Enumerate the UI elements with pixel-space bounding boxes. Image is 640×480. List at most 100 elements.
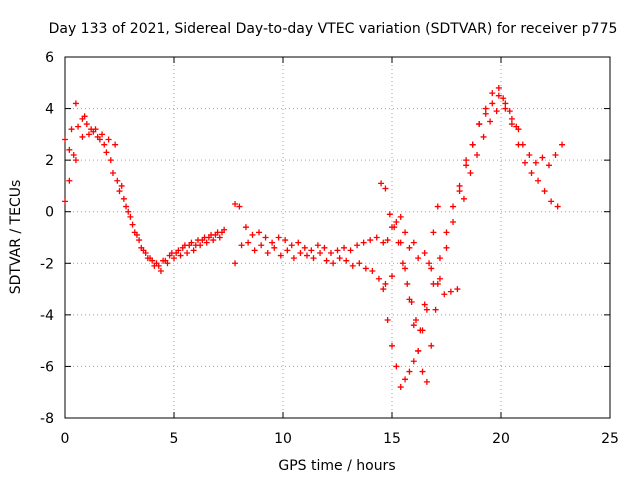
data-point — [447, 288, 454, 295]
data-point — [423, 306, 430, 313]
data-point — [476, 121, 483, 128]
data-point — [559, 141, 566, 148]
data-point — [103, 149, 110, 156]
data-point — [277, 252, 284, 259]
data-point — [120, 195, 127, 202]
data-point — [493, 108, 500, 115]
data-point — [410, 239, 417, 246]
data-point — [341, 244, 348, 251]
data-point — [362, 265, 369, 272]
data-point — [186, 242, 193, 249]
data-point — [369, 268, 376, 275]
data-point — [118, 182, 125, 189]
data-point — [406, 244, 413, 251]
data-point — [360, 239, 367, 246]
x-tick-label: 25 — [601, 431, 619, 447]
data-point — [242, 224, 249, 231]
data-point — [432, 306, 439, 313]
data-point — [72, 100, 79, 107]
data-point — [450, 219, 457, 226]
data-point — [428, 265, 435, 272]
data-point — [541, 188, 548, 195]
data-point — [450, 203, 457, 210]
data-point — [157, 268, 164, 275]
data-point — [303, 252, 310, 259]
data-point — [441, 291, 448, 298]
data-point — [378, 180, 385, 187]
data-point — [323, 257, 330, 264]
y-tick-label: 4 — [45, 102, 54, 118]
x-tick-labels: 0 5 10 15 20 25 — [61, 431, 619, 447]
data-point — [116, 188, 123, 195]
data-point — [79, 133, 86, 140]
x-tick-label: 5 — [170, 431, 179, 447]
data-point — [463, 157, 470, 164]
data-point — [395, 239, 402, 246]
data-point — [66, 177, 73, 184]
data-point — [502, 105, 509, 112]
data-point — [402, 265, 409, 272]
data-point — [430, 229, 437, 236]
data-point — [443, 229, 450, 236]
data-point — [380, 239, 387, 246]
data-point — [297, 249, 304, 256]
data-point — [94, 133, 101, 140]
data-point — [419, 368, 426, 375]
data-point — [474, 151, 481, 158]
series-track-4 — [232, 200, 391, 256]
data-point — [179, 244, 186, 251]
data-point — [203, 239, 210, 246]
data-point — [245, 239, 252, 246]
data-point — [70, 151, 77, 158]
data-point — [380, 286, 387, 293]
data-point — [164, 260, 171, 267]
data-point — [284, 247, 291, 254]
data-point — [310, 255, 317, 262]
data-point — [480, 133, 487, 140]
data-point — [402, 376, 409, 383]
data-point — [402, 229, 409, 236]
data-point — [456, 182, 463, 189]
data-point — [397, 384, 404, 391]
data-point — [216, 234, 223, 241]
data-point — [526, 151, 533, 158]
data-point — [393, 219, 400, 226]
x-tick-label: 10 — [274, 431, 292, 447]
x-tick-label: 15 — [383, 431, 401, 447]
data-point — [251, 247, 258, 254]
data-point — [114, 177, 121, 184]
data-point — [417, 327, 424, 334]
data-point — [482, 110, 489, 117]
data-point — [456, 188, 463, 195]
data-point — [160, 257, 167, 264]
data-point — [463, 162, 470, 169]
data-point — [197, 242, 204, 249]
data-point — [349, 262, 356, 269]
data-point — [138, 244, 145, 251]
y-tick-label: 6 — [45, 50, 54, 66]
data-point — [386, 211, 393, 218]
data-point — [83, 121, 90, 128]
data-point — [256, 229, 263, 236]
data-point — [212, 231, 219, 238]
data-point — [101, 141, 108, 148]
data-point — [384, 237, 391, 244]
data-point — [275, 234, 282, 241]
data-point — [107, 157, 114, 164]
data-point — [521, 159, 528, 166]
data-point — [389, 273, 395, 280]
data-point — [436, 255, 443, 262]
data-point — [454, 286, 461, 293]
data-point — [136, 237, 143, 244]
data-point — [131, 229, 138, 236]
data-point — [535, 177, 542, 184]
data-point — [79, 115, 86, 122]
data-point — [288, 242, 295, 249]
data-points — [62, 84, 566, 391]
data-point — [343, 257, 350, 264]
data-point — [548, 198, 555, 205]
data-point — [336, 255, 343, 262]
data-point — [62, 198, 68, 205]
data-point — [99, 131, 106, 138]
plot-frame — [64, 56, 611, 419]
